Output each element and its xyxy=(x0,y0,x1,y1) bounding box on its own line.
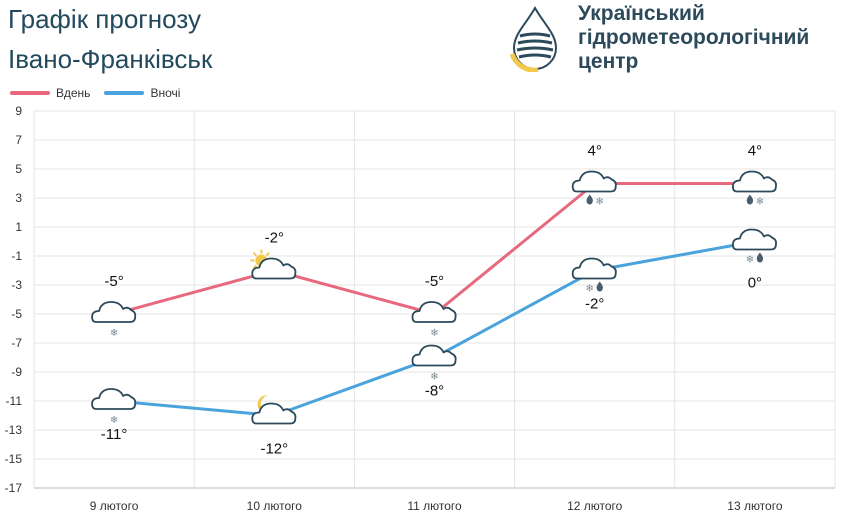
sun-cloud-icon xyxy=(250,249,297,280)
x-tick-label: 9 лютого xyxy=(90,499,139,513)
x-tick-label: 10 лютого xyxy=(247,499,303,513)
svg-text:❄: ❄ xyxy=(110,328,118,339)
series-line-day xyxy=(113,182,755,316)
data-label-day: 4° xyxy=(748,143,762,160)
legend-label-night: Вночі xyxy=(150,86,181,100)
legend-item-night[interactable]: Вночі xyxy=(104,86,180,100)
y-tick-label: 3 xyxy=(15,191,22,205)
data-label-day: -5° xyxy=(425,273,444,290)
svg-text:❄: ❄ xyxy=(596,197,604,208)
cloud-snow-rain-icon: ❄ xyxy=(571,257,617,295)
y-tick-label: -11 xyxy=(6,394,23,408)
cloud-snow-icon: ❄ xyxy=(411,301,457,339)
moon-cloud-icon xyxy=(251,395,297,425)
cloud-snow-icon: ❄ xyxy=(91,301,137,339)
svg-text:❄: ❄ xyxy=(430,372,438,383)
svg-text:❄: ❄ xyxy=(746,255,754,266)
cloud-rain-snow-icon: ❄ xyxy=(571,170,617,208)
y-tick-label: 7 xyxy=(15,133,22,147)
data-label-night: -8° xyxy=(425,383,444,400)
data-label-night: -11° xyxy=(101,426,128,443)
x-tick-label: 11 лютого xyxy=(407,499,462,513)
page-title: Графік прогнозу xyxy=(8,4,201,34)
y-tick-label: -5 xyxy=(11,307,22,321)
water-drop-logo-icon xyxy=(509,6,558,72)
y-tick-label: -1 xyxy=(11,249,22,263)
data-label-night: 0° xyxy=(748,275,762,292)
cloud-snow-icon: ❄ xyxy=(411,344,457,383)
y-tick-label: 1 xyxy=(15,220,22,234)
y-tick-label: -3 xyxy=(11,278,22,292)
svg-text:❄: ❄ xyxy=(430,328,438,339)
data-label-night: -12° xyxy=(260,441,288,458)
data-label-day: 4° xyxy=(588,143,602,160)
ugmc-logo: Український гідрометеорологічний центр xyxy=(508,2,838,76)
cloud-rain-snow-icon: ❄ xyxy=(732,170,777,208)
cloud-snow-icon: ❄ xyxy=(91,388,137,426)
legend-swatch-day xyxy=(10,91,50,95)
x-tick-label: 12 лютого xyxy=(567,499,623,513)
y-tick-label: -17 xyxy=(5,481,23,495)
legend-swatch-night xyxy=(104,91,145,95)
y-tick-label: -9 xyxy=(11,365,22,379)
legend-label-day: Вдень xyxy=(56,86,91,100)
y-tick-label: 5 xyxy=(15,162,22,176)
x-tick-label: 13 лютого xyxy=(727,499,783,513)
logo-line-2: гідрометеорологічний xyxy=(578,26,810,49)
y-tick-label: -13 xyxy=(5,423,23,437)
legend-item-day[interactable]: Вдень xyxy=(10,86,90,100)
data-label-day: -5° xyxy=(104,273,123,290)
svg-text:❄: ❄ xyxy=(756,197,764,208)
svg-text:❄: ❄ xyxy=(110,415,118,426)
data-label-night: -2° xyxy=(585,296,604,313)
logo-line-1: Український xyxy=(578,2,705,25)
chart-legend: Вдень Вночі xyxy=(10,86,194,100)
city-name: Івано-Франківськ xyxy=(8,44,213,74)
y-tick-label: 9 xyxy=(15,104,22,118)
svg-text:❄: ❄ xyxy=(586,284,594,295)
cloud-snow-rain-icon: ❄ xyxy=(732,228,777,266)
logo-line-3: центр xyxy=(578,50,639,73)
y-tick-label: -7 xyxy=(11,336,22,350)
data-label-day: -2° xyxy=(265,230,284,247)
y-tick-label: -15 xyxy=(5,452,23,466)
